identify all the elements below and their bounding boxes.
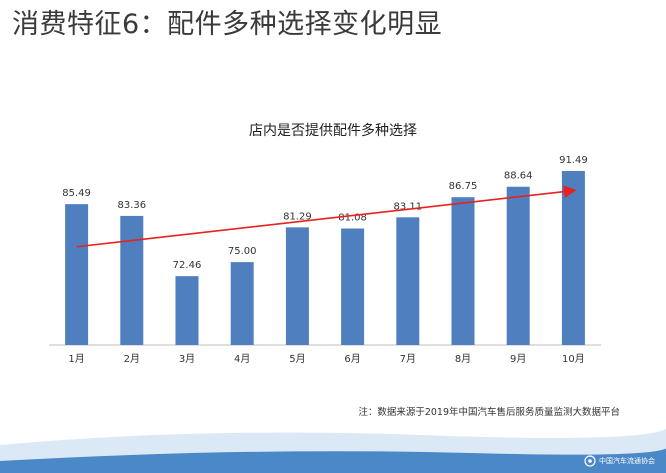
x-tick-label: 1月 (68, 353, 84, 365)
association-logo: 中国汽车流通协会 (584, 454, 659, 468)
x-tick-label: 8月 (455, 353, 471, 365)
logo-emblem-icon (584, 455, 596, 467)
bar (451, 197, 475, 345)
x-tick-label: 7月 (400, 353, 416, 365)
x-tick-label: 4月 (234, 353, 250, 365)
x-tick-label: 3月 (179, 353, 195, 365)
data-label: 81.29 (283, 211, 312, 222)
slide-title: 消费特征6：配件多种选择变化明显 (12, 9, 443, 40)
bar (396, 217, 420, 345)
bar (506, 186, 530, 345)
bar (65, 204, 89, 345)
data-label: 83.11 (393, 201, 422, 212)
x-tick-label: 10月 (562, 353, 585, 365)
trend-arrow (76, 185, 577, 248)
data-label: 75.00 (228, 246, 257, 257)
x-tick-label: 2月 (124, 353, 140, 365)
bar (561, 171, 585, 345)
chart-title: 店内是否提供配件多种选择 (249, 123, 417, 139)
data-source-footnote: 注：数据来源于2019年中国汽车售后服务质量监测大数据平台 (358, 407, 620, 418)
data-label: 83.36 (117, 200, 146, 211)
x-tick-label: 9月 (510, 353, 526, 365)
bar (120, 215, 144, 345)
data-label: 72.46 (173, 260, 202, 271)
bar (285, 227, 309, 345)
bar (175, 276, 199, 345)
data-label: 88.64 (504, 171, 533, 182)
footer-wave-band (0, 429, 666, 473)
data-label: 81.08 (338, 213, 367, 224)
bar (230, 262, 254, 345)
data-label: 91.49 (559, 155, 588, 166)
x-tick-label: 6月 (344, 353, 360, 365)
x-tick-label: 5月 (289, 353, 305, 365)
data-label: 86.75 (449, 181, 478, 192)
bar (341, 228, 365, 345)
data-label: 85.49 (62, 188, 91, 199)
footer-wave-dark (0, 443, 666, 473)
logo-text: 中国汽车流通协会 (599, 457, 655, 465)
